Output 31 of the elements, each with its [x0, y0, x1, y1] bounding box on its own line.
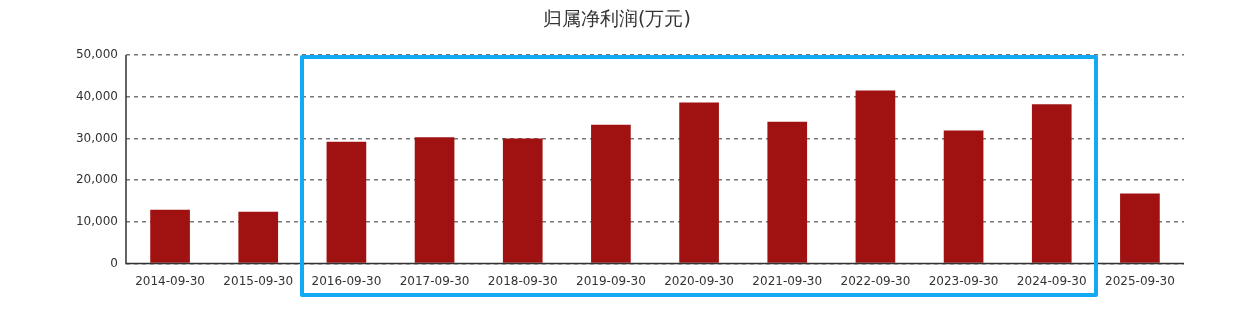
x-tick-label: 2022-09-30 — [840, 273, 911, 288]
bar — [502, 138, 543, 263]
bar — [767, 121, 808, 263]
y-tick-label: 40,000 — [75, 88, 118, 103]
bar — [943, 130, 984, 263]
y-tick-label: 20,000 — [75, 172, 118, 187]
bar — [591, 124, 631, 263]
bar — [1120, 193, 1160, 263]
x-tick-label: 2014-09-30 — [135, 273, 205, 288]
x-tick-label: 2024-09-30 — [1016, 273, 1087, 288]
x-tick-label: 2017-09-30 — [399, 273, 470, 288]
x-tick-label: 2015-09-30 — [223, 273, 294, 288]
y-tick-label: 50,000 — [75, 47, 118, 62]
bar — [1031, 104, 1072, 263]
y-tick-label: 30,000 — [75, 130, 118, 145]
bar — [326, 141, 367, 263]
bar — [414, 137, 455, 263]
bar — [150, 209, 190, 263]
chart-title: 归属净利润(万元) — [542, 6, 692, 31]
x-tick-label: 2016-09-30 — [311, 273, 382, 288]
y-tick-label: 0 — [110, 255, 118, 270]
x-tick-label: 2023-09-30 — [928, 273, 999, 288]
y-tick-label: 10,000 — [75, 214, 118, 229]
x-tick-label: 2018-09-30 — [487, 273, 558, 288]
x-tick-label: 2021-09-30 — [752, 273, 823, 288]
x-tick-label: 2019-09-30 — [576, 273, 646, 288]
bar — [238, 211, 279, 263]
bar — [855, 90, 896, 263]
x-tick-label: 2025-09-30 — [1105, 273, 1175, 288]
bar — [679, 102, 719, 263]
x-tick-label: 2020-09-30 — [664, 273, 734, 288]
